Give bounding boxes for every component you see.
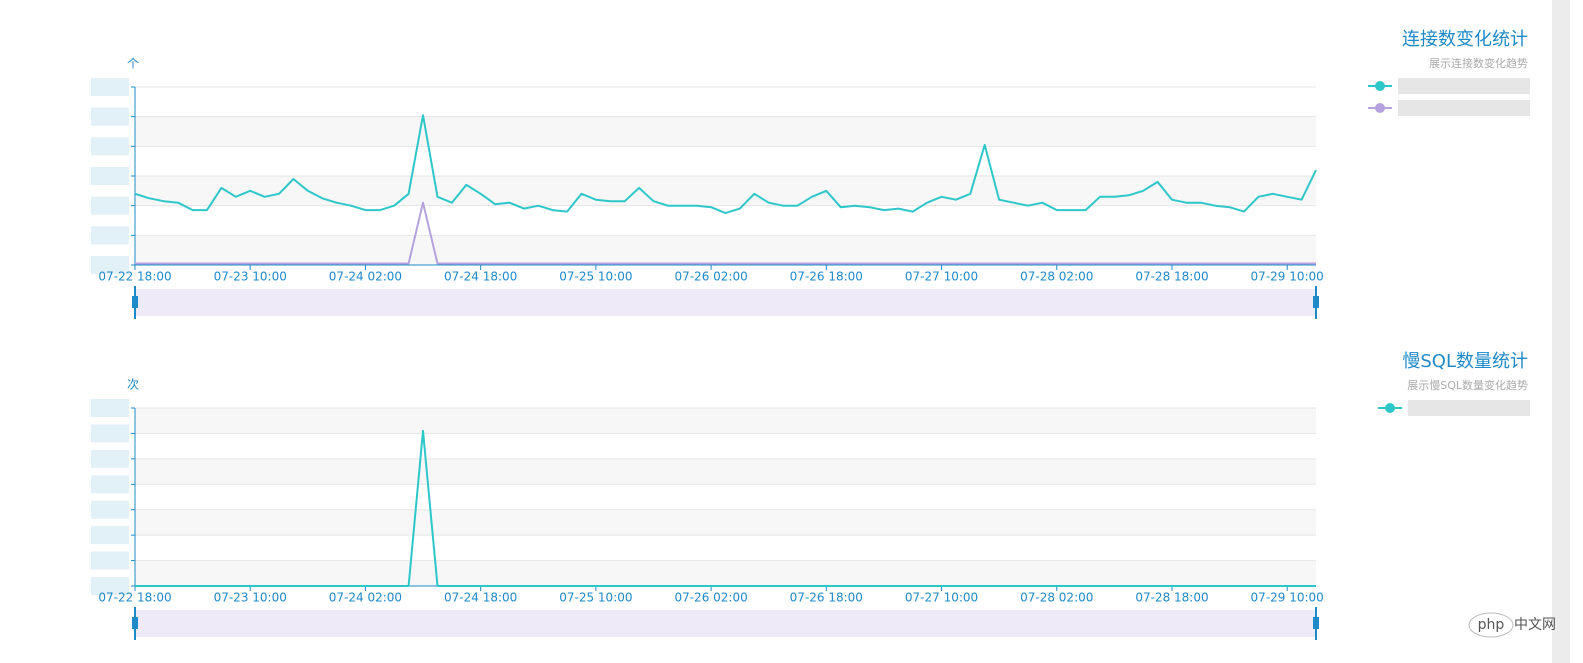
y-tick-label-blurred: [91, 424, 129, 443]
grid-band: [135, 509, 1316, 536]
grid-band: [135, 235, 1316, 265]
legend-name-blurred: [1408, 400, 1530, 416]
x-tick-label: 07-26 18:00: [790, 591, 863, 605]
grid-band: [135, 176, 1316, 206]
x-tick-label: 07-23 10:00: [214, 270, 287, 284]
grid-band: [135, 408, 1316, 434]
chart-title: 慢SQL数量统计: [1402, 351, 1528, 372]
y-tick-label-blurred: [91, 256, 129, 274]
x-tick-label: 07-26 02:00: [674, 591, 747, 605]
y-tick-label-blurred: [91, 137, 129, 156]
x-tick-label: 07-28 02:00: [1020, 270, 1093, 284]
legend-marker[interactable]: [1375, 81, 1385, 91]
x-tick-label: 07-25 10:00: [559, 270, 632, 284]
y-tick-label-blurred: [91, 500, 129, 519]
legend-name-blurred: [1398, 100, 1530, 116]
x-tick-label: 07-27 10:00: [905, 270, 978, 284]
y-tick-label-blurred: [91, 196, 129, 215]
series-line: [134, 114, 1317, 215]
grid-band: [135, 560, 1316, 586]
x-tick-label: 07-23 10:00: [214, 591, 287, 605]
x-tick-label: 07-28 18:00: [1135, 270, 1208, 284]
y-axis-label: 次: [127, 378, 139, 392]
y-axis-label: 个: [127, 57, 139, 71]
data-zoom-handle[interactable]: [1313, 296, 1319, 308]
watermark-text: 中文网: [1514, 617, 1556, 633]
x-tick-label: 07-26 02:00: [674, 270, 747, 284]
x-tick-label: 07-28 18:00: [1135, 591, 1208, 605]
x-tick-label: 07-28 02:00: [1020, 591, 1093, 605]
y-tick-label-blurred: [91, 78, 129, 96]
legend-name-blurred: [1398, 78, 1530, 94]
y-tick-label-blurred: [91, 526, 129, 545]
x-tick-label: 07-22 18:00: [98, 270, 171, 284]
legend-marker[interactable]: [1385, 403, 1395, 413]
chart-subtitle: 展示慢SQL数量变化趋势: [1407, 378, 1528, 392]
x-tick-label: 07-24 18:00: [444, 270, 517, 284]
y-tick-label-blurred: [91, 449, 129, 468]
series-line: [135, 201, 1316, 265]
y-tick-label-blurred: [91, 399, 129, 417]
y-tick-label-blurred: [91, 167, 129, 185]
x-tick-label: 07-24 02:00: [329, 591, 402, 605]
data-zoom: [135, 289, 1316, 316]
data-zoom-handle[interactable]: [132, 617, 138, 629]
legend-marker[interactable]: [1375, 103, 1385, 113]
data-zoom-handle[interactable]: [132, 296, 138, 308]
data-zoom-handle[interactable]: [1313, 617, 1319, 629]
y-tick-label-blurred: [91, 226, 129, 245]
watermark-logo: [1468, 612, 1514, 638]
x-tick-label: 07-26 18:00: [790, 270, 863, 284]
grid-band: [135, 116, 1316, 147]
x-tick-label: 07-24 18:00: [444, 591, 517, 605]
chart-subtitle: 展示连接数变化趋势: [1429, 56, 1528, 70]
chart-title: 连接数变化统计: [1402, 29, 1528, 50]
watermark: php 中文网: [1468, 612, 1556, 638]
x-tick-label: 07-29 10:00: [1251, 591, 1324, 605]
x-tick-label: 07-24 02:00: [329, 270, 402, 284]
x-tick-label: 07-25 10:00: [559, 591, 632, 605]
scrollbar[interactable]: [1552, 0, 1570, 663]
series-line: [135, 429, 1316, 587]
x-tick-label: 07-22 18:00: [98, 591, 171, 605]
x-tick-label: 07-27 10:00: [905, 591, 978, 605]
y-tick-label-blurred: [91, 551, 129, 570]
grid-band: [135, 458, 1316, 485]
x-tick-label: 07-29 10:00: [1251, 270, 1324, 284]
y-tick-label-blurred: [91, 475, 129, 494]
y-tick-label-blurred: [91, 107, 129, 126]
y-tick-label-blurred: [91, 577, 129, 595]
watermark-logo-text: php: [1478, 617, 1505, 633]
data-zoom: [135, 610, 1316, 637]
